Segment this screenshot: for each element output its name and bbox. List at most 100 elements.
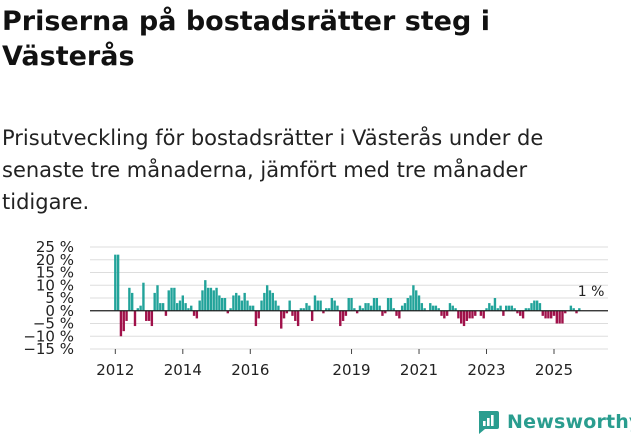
bar (122, 310, 125, 332)
bar (510, 305, 514, 311)
bar (119, 310, 123, 337)
bar (339, 310, 342, 327)
bar (575, 310, 578, 314)
chart-subtitle: Prisutveckling för bostadsrätter i Väste… (2, 126, 544, 214)
bar (490, 305, 494, 311)
bar (263, 292, 266, 311)
bar (243, 292, 246, 311)
bar (198, 300, 201, 311)
bar (209, 287, 213, 311)
bar (218, 295, 221, 311)
bar (156, 285, 159, 311)
bar (437, 308, 440, 311)
bar (294, 310, 297, 321)
bar (161, 303, 165, 311)
bar (451, 305, 454, 311)
bar (271, 292, 274, 311)
bar (330, 298, 334, 311)
bar (429, 303, 432, 311)
bar (291, 310, 294, 316)
bar (240, 300, 244, 311)
bar (164, 310, 168, 316)
newsworthy-logo-icon (478, 411, 499, 434)
bar (206, 287, 210, 311)
bar (358, 305, 362, 311)
y-tick-label: 20 % (36, 251, 74, 269)
bar (372, 298, 376, 311)
bar (316, 300, 319, 311)
bar (302, 308, 305, 311)
bar (535, 300, 539, 311)
bar (139, 305, 142, 311)
bar (367, 303, 370, 311)
bar (513, 308, 516, 311)
bar (147, 310, 151, 321)
bar (150, 310, 154, 327)
bar (507, 305, 511, 311)
bar (552, 310, 556, 316)
bar (355, 310, 359, 314)
x-tick-label: 2014 (164, 361, 202, 379)
bar (313, 295, 317, 311)
y-tick-label: −5 % (33, 315, 74, 333)
bar (392, 308, 395, 311)
bar (274, 300, 277, 311)
bar (415, 290, 418, 311)
bar (417, 295, 421, 311)
bar (280, 310, 283, 329)
bar (519, 310, 522, 316)
bar (395, 310, 398, 316)
bar (167, 290, 170, 311)
bar (364, 303, 367, 311)
bar (538, 303, 542, 311)
y-tick-label: −10 % (23, 327, 74, 345)
bar (443, 310, 446, 319)
bar (170, 287, 173, 311)
bar (448, 303, 452, 311)
bar (268, 290, 272, 311)
bar (454, 308, 457, 311)
bar (319, 300, 322, 311)
annotations: 1 % (578, 284, 605, 300)
bar (482, 310, 485, 319)
bar (485, 308, 488, 311)
brand-name: Newsworthy (507, 411, 631, 433)
bar (265, 285, 269, 311)
bar (336, 305, 339, 311)
x-tick-label: 2012 (96, 361, 134, 379)
bar (204, 280, 207, 311)
bar (471, 310, 474, 319)
bar (282, 310, 286, 319)
x-tick-label: 2021 (400, 361, 438, 379)
bar (462, 310, 466, 327)
bar (232, 295, 235, 311)
bar (361, 308, 364, 311)
bar (246, 300, 249, 311)
bar (569, 305, 573, 311)
bar (178, 300, 182, 311)
chart-title: Priserna på bostadsrätter steg i Västerå… (2, 6, 490, 72)
bar (192, 310, 196, 316)
bar (505, 305, 508, 311)
bar (229, 308, 232, 311)
bar (350, 298, 353, 311)
bar (288, 300, 291, 311)
bar (578, 308, 581, 311)
bar (130, 292, 134, 311)
bar (133, 310, 137, 327)
y-tick-label: 0 % (45, 302, 74, 320)
x-tick-label: 2016 (231, 361, 269, 379)
bar (564, 310, 567, 314)
bar (398, 310, 401, 319)
bar (136, 308, 140, 311)
bar (257, 310, 260, 319)
bar (389, 298, 393, 311)
x-axis-labels: 2012 2014 2016 2019 2021 2023 2025 (96, 349, 573, 379)
bar (468, 310, 471, 319)
bar (375, 298, 379, 311)
bar (310, 310, 314, 321)
bar (184, 303, 187, 311)
bar (434, 305, 438, 311)
bar (249, 305, 252, 311)
bar (175, 303, 179, 311)
